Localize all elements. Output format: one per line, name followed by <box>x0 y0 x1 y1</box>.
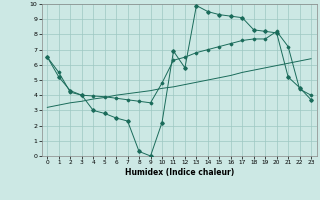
X-axis label: Humidex (Indice chaleur): Humidex (Indice chaleur) <box>124 168 234 177</box>
